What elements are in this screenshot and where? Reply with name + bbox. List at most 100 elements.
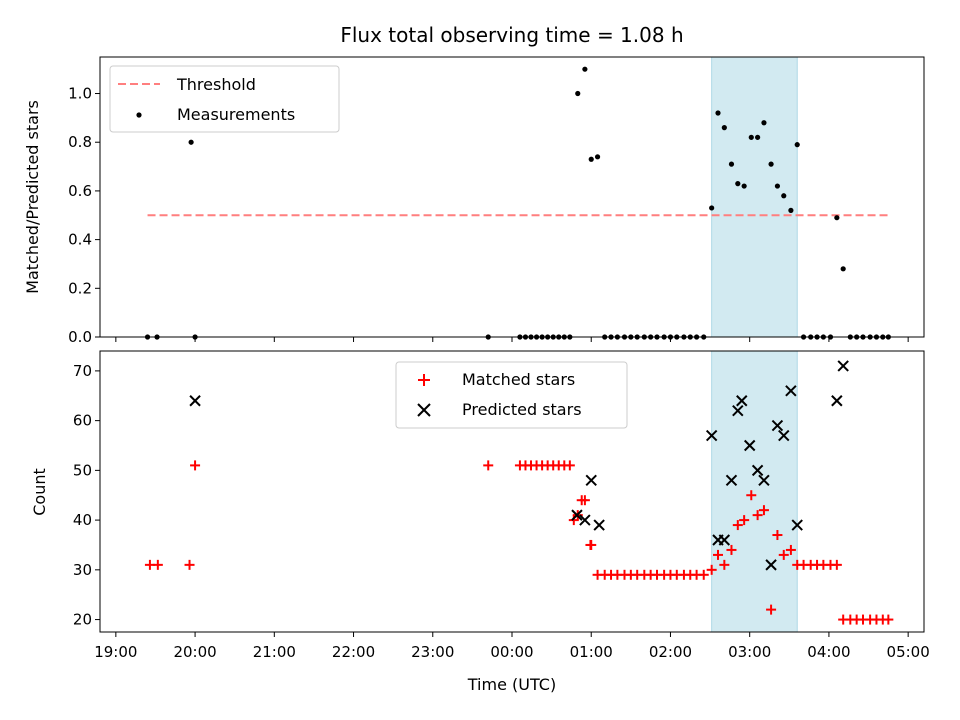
top-ytick-label: 0.4 — [68, 231, 92, 249]
bottom-ytick-label: 50 — [73, 461, 92, 479]
predicted-star-point — [593, 519, 605, 531]
matched-star-point — [568, 515, 579, 526]
bottom-ytick-label: 20 — [73, 611, 92, 629]
matched-star-point — [758, 505, 769, 516]
predicted-star-point — [743, 439, 756, 452]
predicted-star-point — [718, 534, 731, 546]
xtick-label: 02:00 — [649, 643, 692, 661]
measurement-point — [781, 193, 787, 199]
x-axis-label: Time (UTC) — [467, 675, 556, 694]
measurement-point — [748, 134, 754, 140]
predicted-star-point — [758, 474, 770, 487]
measurement-point — [774, 183, 781, 189]
predicted-star-point — [736, 395, 748, 407]
measurement-point — [594, 154, 601, 160]
bottom-panel: 20 30 40 50 60 70 19:00 20:00 21:00 22:00 23:00 00… — [30, 350, 930, 694]
measurement-point — [188, 139, 194, 145]
top-ytick-label: 0.6 — [68, 182, 92, 200]
predicted-star-point — [751, 464, 764, 477]
matched-star-point — [778, 549, 789, 560]
matched-star-point — [772, 530, 783, 541]
matched-star-point — [739, 515, 750, 526]
matched-star-point — [576, 495, 587, 506]
predicted-star-point — [732, 404, 744, 417]
xtick-label: 04:00 — [807, 643, 850, 661]
measurement-point — [728, 161, 735, 167]
top-panel: 0.0 0.2 0.4 0.6 0.8 1.0 Matched/Predicted sta… — [23, 56, 925, 346]
matched-star-point — [698, 569, 709, 580]
legend-measurements-marker — [136, 112, 142, 118]
matched-star-point — [752, 510, 763, 521]
bottom-legend-box — [395, 361, 628, 429]
measurement-point — [715, 110, 721, 116]
measurement-point — [575, 90, 581, 97]
top-ytick-label: 1.0 — [68, 85, 92, 103]
measurement-point — [721, 125, 727, 131]
matched-star-point — [190, 460, 201, 471]
matched-star-point — [726, 544, 737, 555]
bottom-y-axis-label: Count — [30, 468, 49, 516]
matched-star-point — [746, 490, 757, 501]
legend-matched-label: Matched stars — [462, 370, 575, 389]
predicted-star-point — [831, 395, 843, 407]
top-ytick-label: 0.0 — [68, 328, 92, 346]
matched-star-point — [713, 549, 723, 560]
predicted-star-point — [765, 559, 777, 571]
bottom-highlight-span — [711, 350, 798, 633]
xtick-label: 03:00 — [728, 643, 771, 661]
xtick-label: 22:00 — [332, 643, 375, 661]
predicted-star-point — [585, 474, 597, 487]
top-ytick-label: 0.2 — [68, 279, 92, 297]
legend-predicted-marker — [417, 403, 431, 417]
matched-star-point — [732, 520, 743, 531]
bottom-ytick-label: 30 — [73, 561, 92, 579]
predicted-star-point — [778, 429, 790, 442]
matched-star-point — [184, 559, 195, 570]
matched-star-point — [766, 604, 777, 615]
measurement-point — [788, 207, 794, 213]
bottom-ytick-label: 70 — [73, 362, 92, 380]
measurement-point — [761, 120, 767, 126]
measurement-point — [834, 215, 840, 221]
top-ytick-label: 0.8 — [68, 133, 92, 151]
matched-star-point — [785, 544, 796, 555]
xtick-label: 05:00 — [887, 643, 930, 661]
matched-star-point — [585, 539, 596, 550]
bottom-legend: Matched stars Predicted stars — [395, 361, 628, 429]
bottom-ytick-label: 60 — [73, 412, 92, 430]
predicted-star-point — [571, 509, 583, 521]
matched-star-point — [483, 460, 494, 471]
predicted-star-point — [579, 514, 591, 526]
legend-threshold-label: Threshold — [176, 75, 256, 94]
matched-star-point — [831, 559, 842, 570]
bottom-ytick-label: 40 — [73, 511, 92, 529]
predicted-star-point — [785, 385, 797, 397]
measurement-point — [709, 205, 715, 211]
xtick-label: 23:00 — [411, 643, 454, 661]
legend-matched-marker — [418, 374, 430, 386]
predicted-star-point — [837, 360, 849, 372]
measurement-point — [582, 66, 588, 72]
legend-measurements-label: Measurements — [177, 105, 295, 124]
measurement-point — [735, 181, 741, 187]
matched-star-point — [883, 614, 894, 625]
matched-star-point — [719, 559, 730, 570]
legend-predicted-label: Predicted stars — [462, 400, 582, 419]
top-legend-box — [109, 65, 340, 133]
predicted-star-point — [791, 519, 803, 531]
top-legend: Threshold Measurements — [109, 65, 340, 133]
measurement-point — [794, 142, 800, 148]
matched-star-point — [706, 564, 717, 575]
measurement-point — [741, 183, 747, 189]
xtick-label: 00:00 — [490, 643, 533, 661]
xtick-label: 19:00 — [94, 643, 137, 661]
measurement-point — [840, 266, 846, 272]
predicted-star-point — [771, 419, 784, 432]
xtick-label: 21:00 — [253, 643, 296, 661]
predicted-star-point — [189, 395, 201, 407]
top-y-axis-label: Matched/Predicted stars — [23, 100, 42, 294]
measurement-point — [755, 134, 761, 140]
measurement-point — [768, 161, 774, 167]
measurement-point — [588, 156, 594, 162]
